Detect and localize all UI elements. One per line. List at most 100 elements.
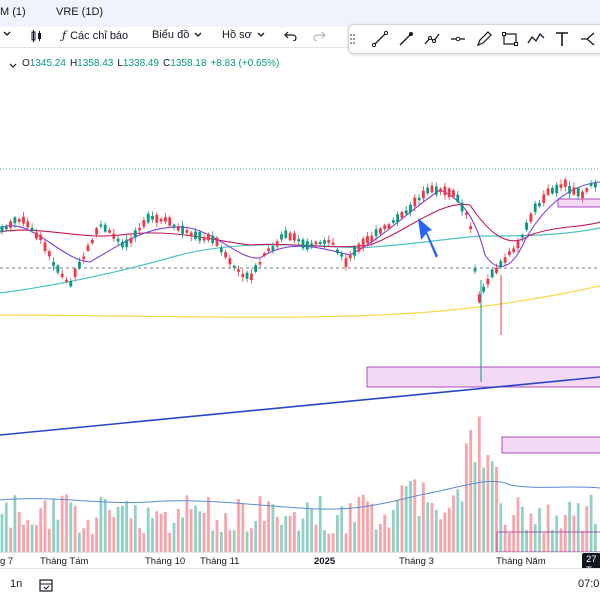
- volume-bar: [9, 527, 12, 552]
- volume-bar: [228, 530, 232, 552]
- candle: [228, 258, 232, 265]
- volume-zone-lower[interactable]: [496, 531, 600, 552]
- candle: [129, 237, 133, 243]
- volume-bar: [22, 524, 25, 552]
- candle: [0, 226, 4, 232]
- candle: [409, 204, 412, 213]
- support-zone[interactable]: [366, 366, 600, 388]
- candle: [503, 257, 507, 263]
- support-trendline[interactable]: [0, 376, 600, 436]
- candle: [344, 258, 348, 267]
- volume-bar: [116, 506, 120, 552]
- tab-vre[interactable]: VRE (1D): [56, 6, 104, 18]
- indicators-button[interactable]: ƒ Các chỉ báo: [62, 29, 128, 42]
- volume-bar: [546, 504, 550, 552]
- wave-icon[interactable]: [527, 30, 545, 48]
- open-label: O: [22, 58, 30, 69]
- volume-bar: [86, 519, 90, 552]
- range-button[interactable]: 1n: [10, 578, 23, 590]
- volume-bar: [568, 501, 571, 552]
- candle: [465, 212, 468, 215]
- volume-bar: [383, 514, 387, 552]
- profile-button[interactable]: Hồ sơ: [222, 29, 266, 41]
- calendar-range-icon[interactable]: [38, 577, 54, 593]
- time-axis-label: 2025: [314, 556, 336, 567]
- volume-bar: [262, 520, 266, 552]
- candle: [499, 260, 503, 268]
- candle: [572, 187, 576, 195]
- candle: [413, 197, 417, 207]
- candle: [26, 221, 30, 228]
- drawing-toolbar: [348, 24, 600, 54]
- volume-bar: [340, 506, 344, 552]
- volume-bar: [121, 505, 124, 552]
- arrow-annotation[interactable]: [418, 218, 438, 258]
- candle: [133, 230, 137, 238]
- volume-bar: [301, 518, 305, 552]
- trendline-icon[interactable]: [371, 30, 389, 48]
- candle: [108, 230, 111, 233]
- fork-icon[interactable]: [579, 30, 597, 48]
- candle: [56, 265, 60, 273]
- volume-bar: [250, 528, 253, 552]
- interval-dropdown[interactable]: [2, 29, 12, 39]
- volume-bar: [47, 528, 51, 552]
- redo-button[interactable]: [312, 29, 326, 41]
- volume-bar: [215, 519, 219, 552]
- volume-bar: [456, 489, 460, 552]
- top-tab-bar: M (1) VRE (1D): [0, 0, 600, 27]
- volume-bar: [370, 504, 374, 552]
- horizontal-line-icon[interactable]: [449, 30, 467, 48]
- volume-bar: [164, 511, 167, 552]
- volume-bar: [176, 508, 180, 552]
- candle: [65, 279, 68, 282]
- volume-bar: [284, 515, 288, 552]
- candle: [138, 227, 141, 231]
- volume-bar: [78, 532, 81, 552]
- volume-bar: [318, 496, 322, 552]
- volume-bar: [512, 514, 516, 552]
- candle: [310, 243, 313, 247]
- candle: [555, 184, 559, 194]
- volume-bar: [314, 524, 318, 552]
- candle: [159, 218, 163, 222]
- tab-chart-1[interactable]: M (1): [0, 6, 26, 18]
- volume-bar: [576, 503, 580, 552]
- candle: [336, 249, 339, 254]
- candle: [112, 233, 116, 239]
- volume-bar: [288, 515, 292, 552]
- candle: [404, 210, 408, 214]
- chevron-down-icon[interactable]: [8, 59, 18, 69]
- price-chart[interactable]: [0, 68, 600, 552]
- undo-button[interactable]: [284, 29, 298, 41]
- brush-icon[interactable]: [397, 30, 415, 48]
- resistance-zone[interactable]: [557, 198, 600, 208]
- candle: [288, 232, 292, 241]
- candle: [323, 240, 326, 244]
- candle: [224, 252, 227, 258]
- candle: [181, 225, 184, 234]
- rectangle-icon[interactable]: [501, 30, 519, 48]
- high-label: H: [69, 58, 78, 69]
- pen-icon[interactable]: [475, 30, 493, 48]
- volume-ma-line: [0, 480, 600, 510]
- candle: [142, 220, 146, 227]
- volume-zone[interactable]: [501, 436, 600, 454]
- candle: [508, 251, 511, 256]
- path-icon[interactable]: [423, 30, 441, 48]
- chart-type-button[interactable]: Biểu đồ: [152, 29, 203, 41]
- volume-bar: [39, 508, 43, 552]
- volume-bar: [465, 443, 468, 552]
- clock-time: 07:0: [578, 578, 600, 590]
- volume-bar: [202, 512, 206, 552]
- chart-style-button[interactable]: [30, 29, 44, 43]
- candle: [30, 227, 34, 231]
- text-icon[interactable]: [553, 30, 571, 48]
- volume-bar: [366, 501, 369, 552]
- candle: [452, 190, 455, 197]
- volume-bar: [211, 530, 215, 552]
- candle: [379, 228, 382, 234]
- drag-handle-icon[interactable]: [349, 30, 355, 48]
- volume-bar: [168, 532, 172, 552]
- volume-bar: [95, 517, 98, 552]
